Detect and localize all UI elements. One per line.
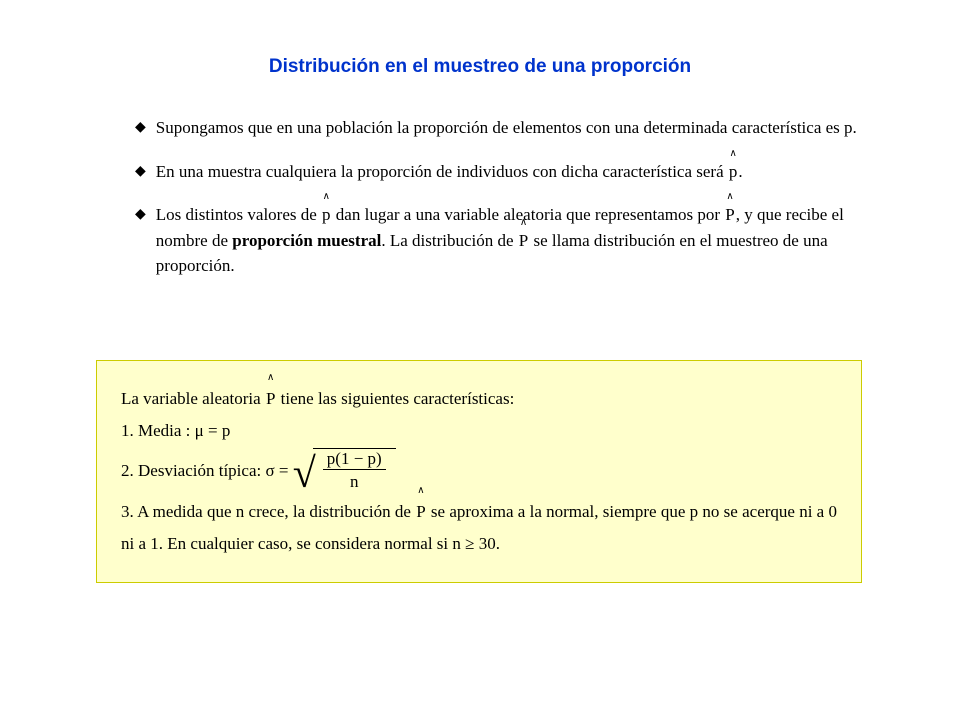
p-hat-symbol: p [728, 159, 739, 185]
text-fragment: La variable aleatoria [121, 389, 265, 408]
text-fragment: . La distribución de [381, 231, 517, 250]
cap-p-hat-symbol: P [724, 202, 735, 228]
box-item-1: 1. Media : μ = p [121, 415, 837, 447]
text-fragment: 3. A medida que n crece, la distribución… [121, 502, 415, 521]
cap-p-hat-symbol: P [518, 228, 529, 254]
bullet-item: ◆ En una muestra cualquiera la proporció… [135, 159, 860, 185]
text-fragment: dan lugar a una variable aleatoria que r… [332, 205, 725, 224]
bullet-dot-icon: ◆ [135, 160, 146, 184]
text-fragment: Los distintos valores de [156, 205, 321, 224]
fraction: p(1 − p) n [323, 449, 386, 494]
item-label: 1. Media : [121, 421, 195, 440]
box-intro: La variable aleatoria P tiene las siguie… [121, 383, 837, 415]
bullet-text: Los distintos valores de p dan lugar a u… [156, 202, 860, 279]
text-fragment: tiene las siguientes características: [276, 389, 514, 408]
bullet-text: Supongamos que en una población la propo… [156, 115, 860, 141]
item-label: 2. Desviación típica: σ = [121, 461, 293, 480]
bullet-item: ◆ Los distintos valores de p dan lugar a… [135, 202, 860, 279]
slide-title: Distribución en el muestreo de una propo… [0, 56, 960, 78]
bullet-text: En una muestra cualquiera la proporción … [156, 159, 860, 185]
cap-p-hat-symbol: P [265, 383, 276, 415]
p-hat-symbol: p [321, 202, 332, 228]
box-item-3: 3. A medida que n crece, la distribución… [121, 496, 837, 561]
slide: Distribución en el muestreo de una propo… [0, 0, 960, 720]
bullet-dot-icon: ◆ [135, 203, 146, 227]
equation: μ = p [195, 421, 231, 440]
box-item-2: 2. Desviación típica: σ = √ p(1 − p) n [121, 448, 837, 496]
radicand: p(1 − p) n [313, 448, 396, 496]
bold-term: proporción muestral [232, 231, 381, 250]
text-fragment: En una muestra cualquiera la proporción … [156, 162, 728, 181]
fraction-denominator: n [323, 470, 386, 494]
highlight-box: La variable aleatoria P tiene las siguie… [96, 360, 862, 583]
bullet-dot-icon: ◆ [135, 116, 146, 140]
bullet-item: ◆ Supongamos que en una población la pro… [135, 115, 860, 141]
square-root: √ p(1 − p) n [293, 448, 396, 496]
bullet-list: ◆ Supongamos que en una población la pro… [135, 115, 860, 297]
fraction-numerator: p(1 − p) [323, 449, 386, 470]
text-fragment: . [738, 162, 742, 181]
cap-p-hat-symbol: P [415, 496, 426, 528]
